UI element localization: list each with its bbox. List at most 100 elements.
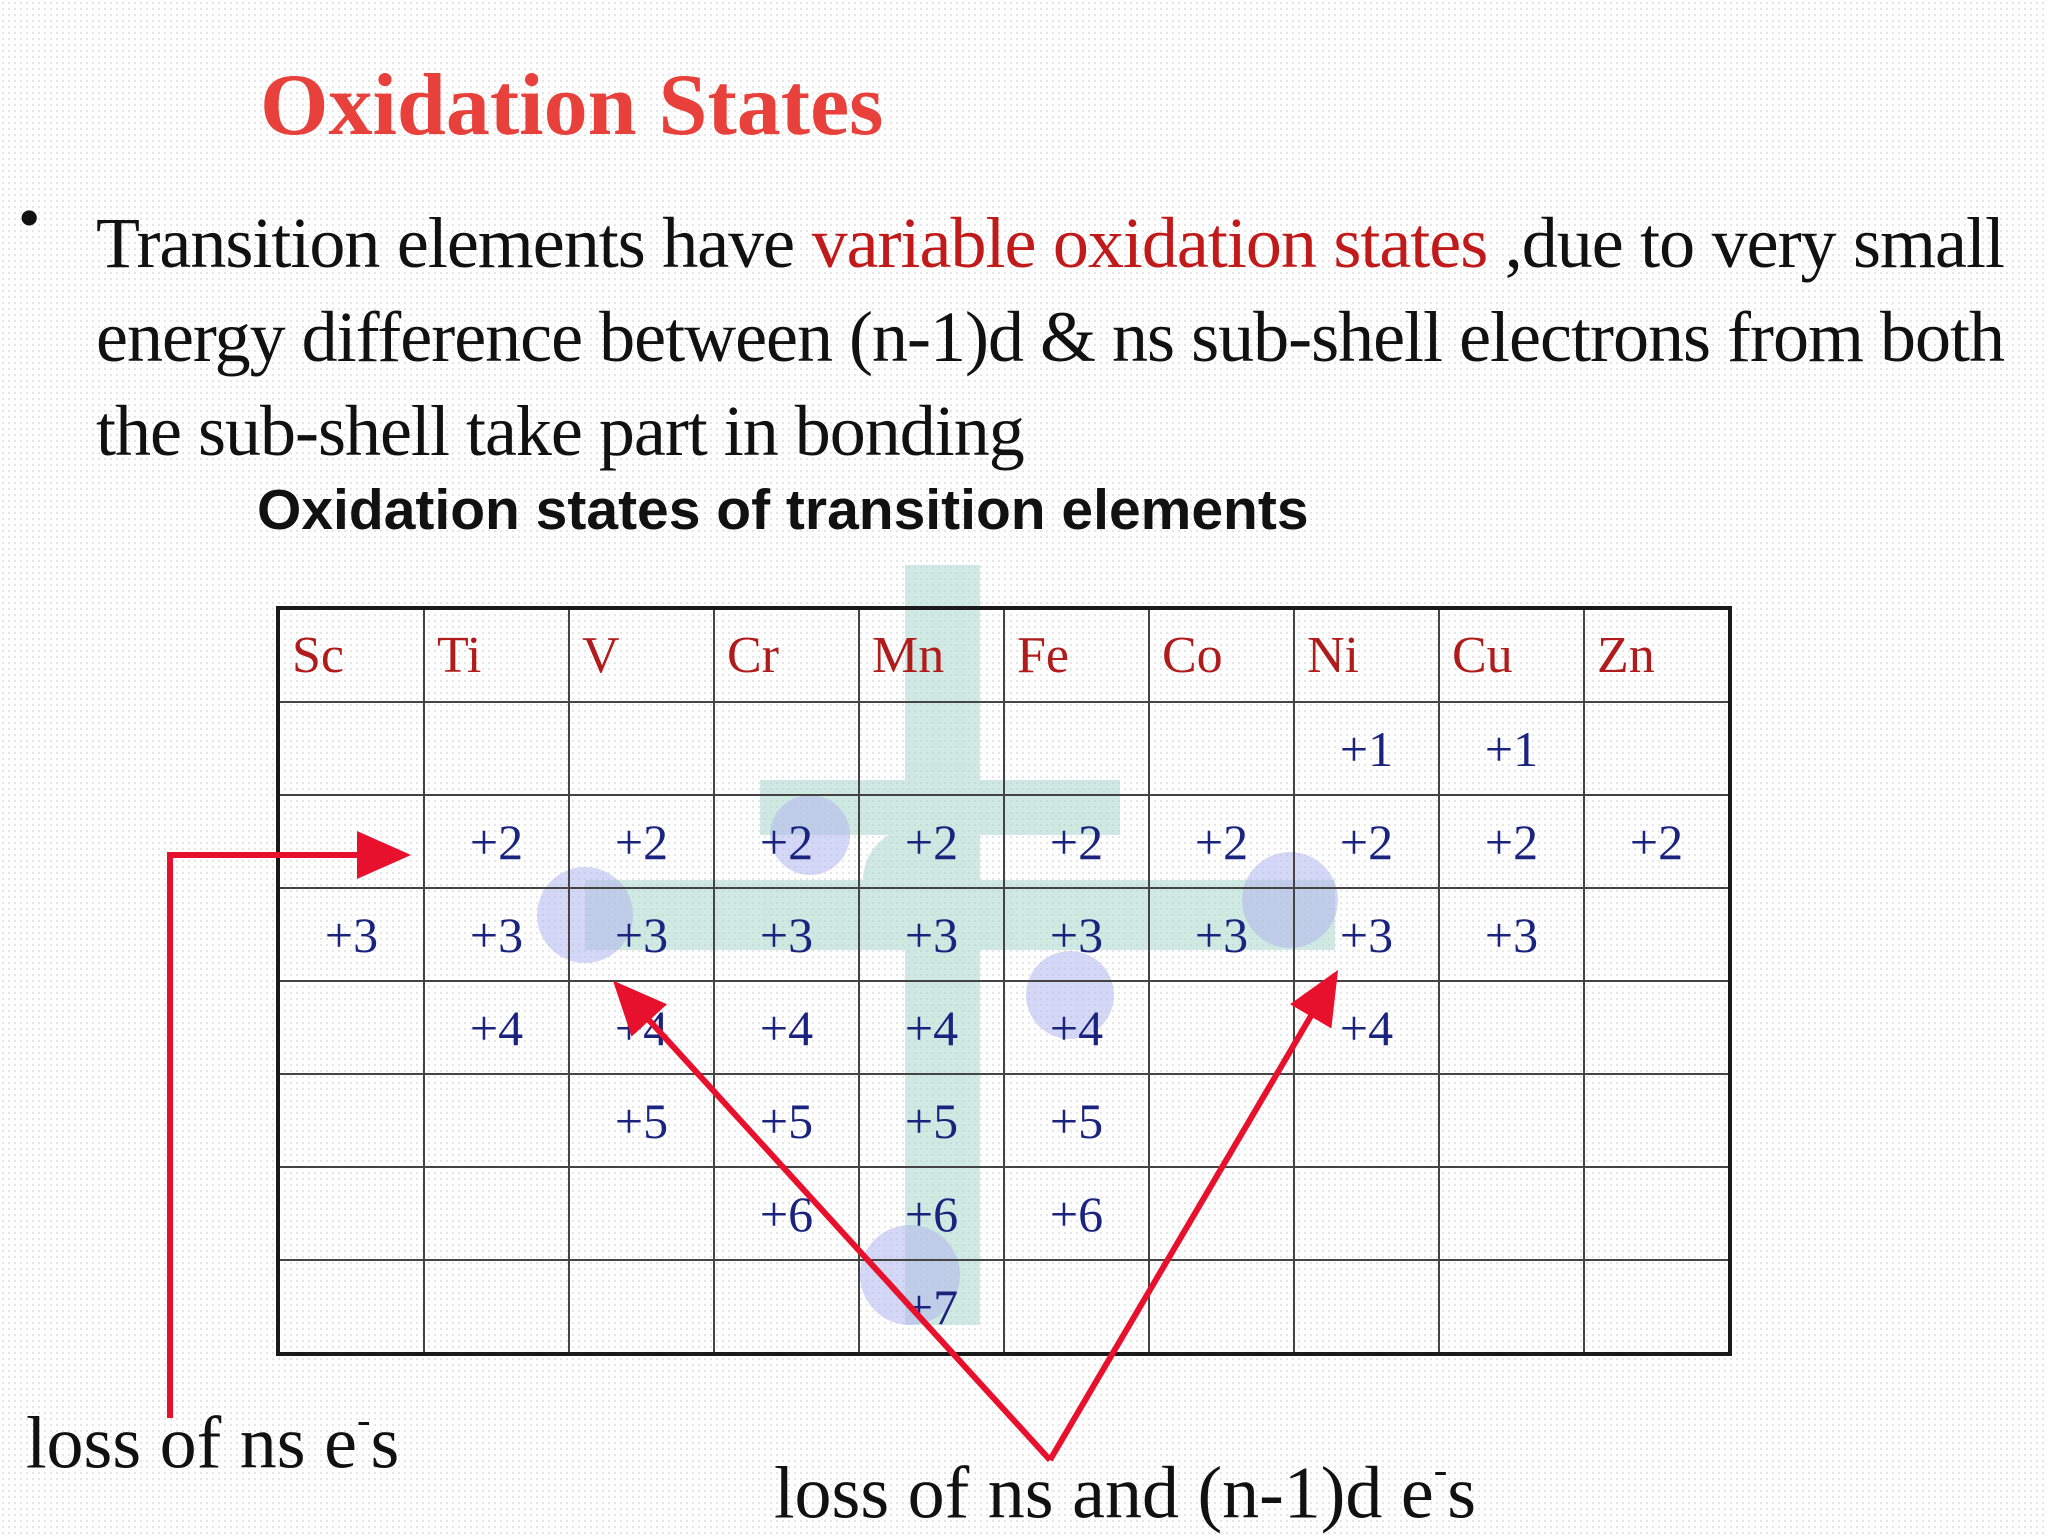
element-header: Ni (1293, 607, 1440, 703)
ns-loss-label-text: loss of ns e (26, 1402, 357, 1485)
table-cell (713, 701, 860, 796)
bullet-highlight: variable oxidation states (811, 203, 1489, 283)
table-cell (277, 1073, 425, 1168)
table-cell (1438, 1073, 1585, 1168)
table-cell (1583, 1166, 1731, 1261)
table-cell: +2 (713, 794, 860, 889)
element-header: Sc (277, 607, 425, 703)
element-header: Cu (1438, 607, 1585, 703)
table-row: +5 +5 +5 +5 (277, 1073, 1731, 1168)
table-subtitle: Oxidation states of transition elements (257, 478, 1309, 542)
table-cell (277, 794, 425, 889)
slide-title: Oxidation States (260, 57, 884, 154)
table-cell: +2 (858, 794, 1005, 889)
table-cell (1583, 1259, 1731, 1355)
element-header: Co (1148, 607, 1295, 703)
table-row: +1 +1 (277, 701, 1731, 796)
table-cell (713, 1259, 860, 1355)
element-header: V (568, 607, 715, 703)
table-cell (568, 701, 715, 796)
table-row: +3 +3 +3 +3 +3 +3 +3 +3 +3 (277, 887, 1731, 982)
table-cell (277, 980, 425, 1075)
table-cell (1148, 1073, 1295, 1168)
table-cell: +4 (568, 980, 715, 1075)
table-cell: +3 (568, 887, 715, 982)
table-cell: +2 (1583, 794, 1731, 889)
element-header: Zn (1583, 607, 1731, 703)
table-cell (1148, 701, 1295, 796)
table-cell: +2 (568, 794, 715, 889)
table-header-row: Sc Ti V Cr Mn Fe Co Ni Cu Zn (277, 607, 1731, 703)
table-cell (423, 1166, 570, 1261)
bullet-marker: • (18, 182, 41, 253)
table-cell (1293, 1259, 1440, 1355)
table-cell: +2 (1148, 794, 1295, 889)
table-cell: +3 (1438, 887, 1585, 982)
bullet-text-end: ,due to very small energy difference bet… (96, 203, 2005, 471)
table-cell (1438, 980, 1585, 1075)
table-cell: +7 (858, 1259, 1005, 1355)
table-cell: +3 (423, 887, 570, 982)
table-cell (277, 1259, 425, 1355)
table-cell (277, 1166, 425, 1261)
table-cell: +4 (713, 980, 860, 1075)
table-cell: +5 (858, 1073, 1005, 1168)
table-cell: +2 (1293, 794, 1440, 889)
element-header: Cr (713, 607, 860, 703)
bullet-paragraph: Transition elements have variable oxidat… (96, 196, 2005, 478)
table-cell: +1 (1438, 701, 1585, 796)
nd-loss-label: loss of ns and (n-1)d e-s (774, 1447, 1476, 1530)
table-row: +6 +6 +6 (277, 1166, 1731, 1261)
table-cell (858, 701, 1005, 796)
table-cell (1583, 887, 1731, 982)
table-cell: +5 (568, 1073, 715, 1168)
nd-loss-label-suffix: s (1447, 1452, 1477, 1535)
table-cell (1293, 1073, 1440, 1168)
table-cell (1148, 1259, 1295, 1355)
table-cell: +3 (1293, 887, 1440, 982)
table-row: +7 (277, 1259, 1731, 1355)
table-cell: +3 (713, 887, 860, 982)
table-cell (1583, 1073, 1731, 1168)
table-cell: +4 (1293, 980, 1440, 1075)
element-header: Mn (858, 607, 1005, 703)
table-cell: +3 (1148, 887, 1295, 982)
element-header: Ti (423, 607, 570, 703)
nd-loss-label-text: loss of ns and (n-1)d e (774, 1452, 1434, 1535)
nd-loss-label-superscript: - (1433, 1447, 1448, 1492)
table-cell (1293, 1166, 1440, 1261)
ns-loss-label: loss of ns e-s (26, 1397, 399, 1480)
table-cell (1003, 1259, 1150, 1355)
table-cell (1583, 980, 1731, 1075)
table-cell: +4 (858, 980, 1005, 1075)
table-cell: +2 (423, 794, 570, 889)
element-header: Fe (1003, 607, 1150, 703)
table-cell (568, 1259, 715, 1355)
table-row: +4 +4 +4 +4 +4 +4 (277, 980, 1731, 1075)
table-cell (568, 1166, 715, 1261)
ns-loss-label-superscript: - (356, 1397, 371, 1442)
table-cell (1148, 1166, 1295, 1261)
table-cell: +5 (1003, 1073, 1150, 1168)
table-cell (423, 701, 570, 796)
table-cell: +4 (1003, 980, 1150, 1075)
table-cell: +3 (277, 887, 425, 982)
table-cell (1583, 701, 1731, 796)
table-cell (423, 1259, 570, 1355)
bullet-text-start: Transition elements have (96, 203, 812, 283)
oxidation-states-table: Sc Ti V Cr Mn Fe Co Ni Cu Zn +1 +1 +2 +2… (276, 606, 1732, 1356)
table-cell: +5 (713, 1073, 860, 1168)
table-cell: +6 (858, 1166, 1005, 1261)
table-cell: +6 (1003, 1166, 1150, 1261)
table-cell (423, 1073, 570, 1168)
table-cell (277, 701, 425, 796)
table-cell (1003, 701, 1150, 796)
table-cell: +3 (858, 887, 1005, 982)
table-row: +2 +2 +2 +2 +2 +2 +2 +2 +2 (277, 794, 1731, 889)
table-cell (1438, 1166, 1585, 1261)
table-cell (1148, 980, 1295, 1075)
table-cell: +1 (1293, 701, 1440, 796)
table-cell: +6 (713, 1166, 860, 1261)
table-cell: +4 (423, 980, 570, 1075)
table-cell: +3 (1003, 887, 1150, 982)
